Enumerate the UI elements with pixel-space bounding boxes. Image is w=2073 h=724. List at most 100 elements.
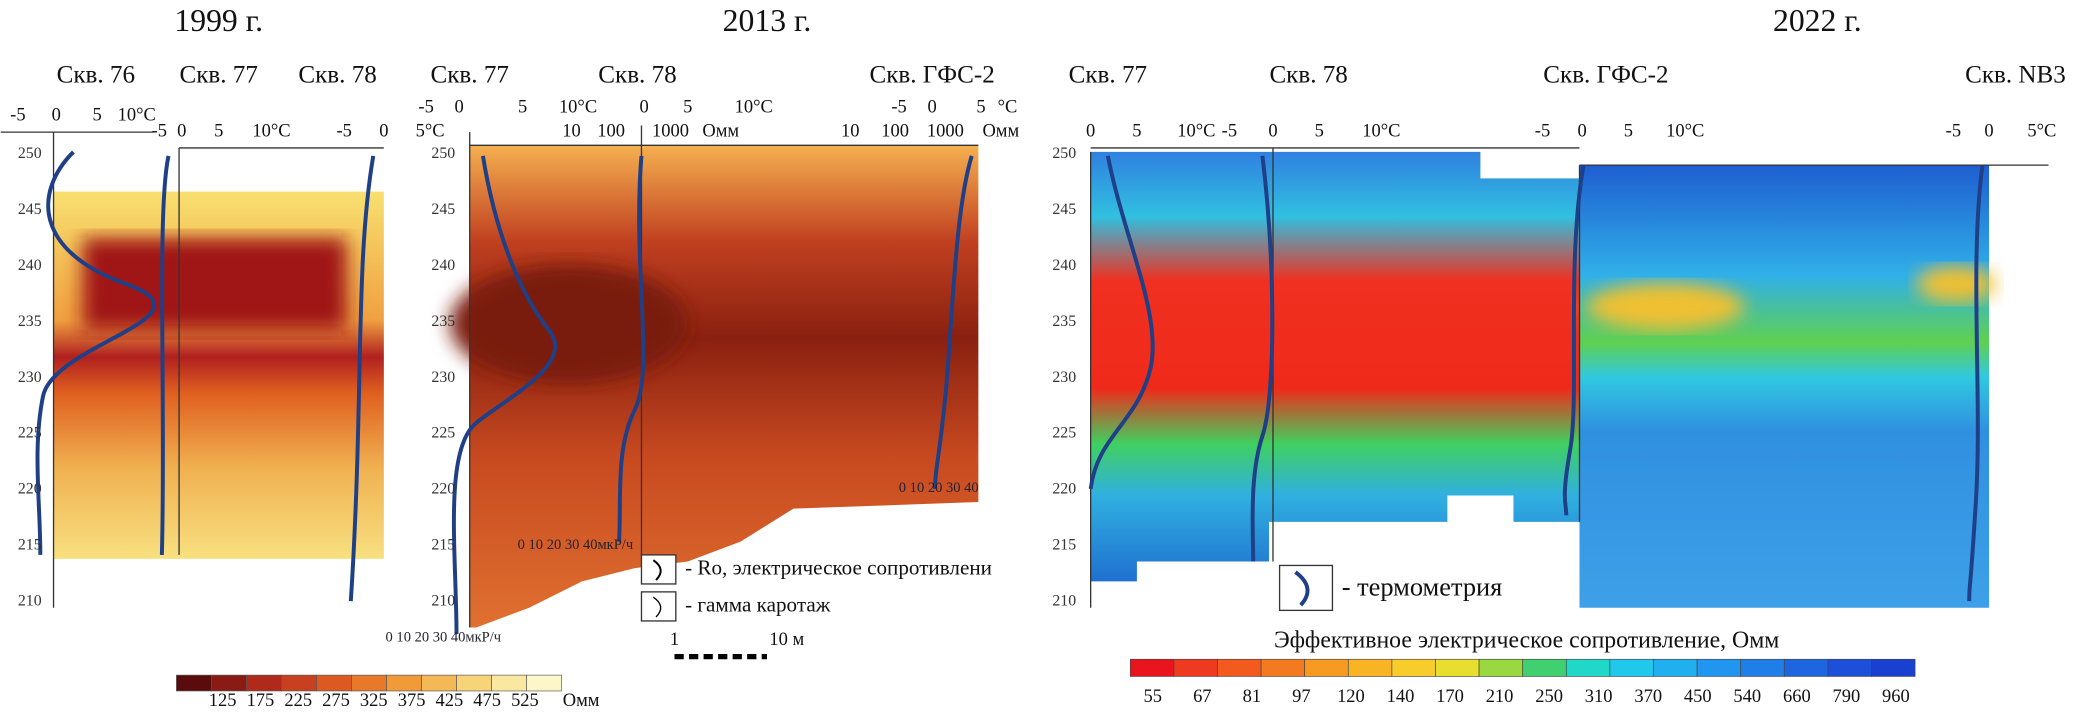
colorbar-label: 325 (360, 690, 388, 710)
axis-label: 0 (455, 97, 464, 117)
depth-tick: 230 (431, 369, 455, 386)
depth-tick: 250 (1052, 145, 1076, 162)
field-2013 (469, 145, 979, 628)
axis-label: -5 (10, 105, 25, 125)
colorbar-swatch (1173, 658, 1218, 677)
colorbar-swatch (491, 674, 527, 692)
gamma-axis: 0 10 20 30 40 (899, 480, 979, 496)
axis-label: 10°C (735, 97, 773, 117)
colorbar-swatch (386, 674, 422, 692)
axis-label: -5 (337, 120, 352, 140)
panel-year: 1999 г. (174, 3, 263, 38)
colorbar-swatch (176, 674, 212, 692)
depth-tick: 215 (431, 536, 455, 553)
colorbar-label: 370 (1634, 686, 1662, 706)
colorbar-swatch (351, 674, 387, 692)
axis-label: 10°C (1362, 120, 1400, 140)
field-2022-left (1090, 151, 1580, 582)
depth-tick: 225 (18, 425, 42, 442)
legend-label: - термометрия (1342, 571, 1503, 601)
colorbar-label: 210 (1486, 686, 1514, 706)
colorbar-swatch (1827, 658, 1872, 677)
axis-label: 100 (881, 120, 909, 140)
axis-label: 5 (214, 120, 223, 140)
colorbar-swatch (281, 674, 317, 692)
axis-label: 5 (518, 97, 527, 117)
colorbars (176, 658, 1916, 692)
depth-tick: 235 (1052, 313, 1076, 330)
axis-label: 1000 (927, 120, 964, 140)
well-label: Скв. 76 (57, 61, 135, 88)
colorbar-swatch (246, 674, 282, 692)
depth-tick: 235 (18, 313, 42, 330)
scale-label: 10 м (769, 629, 804, 649)
colorbar-swatch (1609, 658, 1654, 677)
legend-label: - Ro, электрическое сопротивлени (685, 555, 992, 579)
depth-tick: 210 (1052, 592, 1076, 609)
axis-label: 0 (177, 120, 186, 140)
well-label: Скв. 78 (598, 61, 676, 88)
axis-label: 0 (639, 97, 648, 117)
colorbar-swatch (1478, 658, 1524, 677)
colorbar-label: 450 (1684, 686, 1712, 706)
well-label: Скв. 77 (179, 61, 257, 88)
legend (640, 554, 1334, 660)
axis-label: -5 (891, 97, 906, 117)
axis-label: 5 (1132, 120, 1141, 140)
axis-label: Омм (982, 120, 1019, 140)
axis-label: -5 (418, 97, 433, 117)
colorbar-swatch (1217, 658, 1262, 677)
colorbar-title: Эффективное электрическое сопротивление,… (1274, 628, 1779, 654)
axis-label: 10°C (1177, 120, 1215, 140)
colorbar-label: 375 (398, 690, 426, 710)
colorbar-label: 960 (1882, 686, 1910, 706)
depth-tick: 220 (18, 481, 42, 498)
axis-label: -5 (1946, 120, 1961, 140)
well-label: Скв. ГФС-2 (1543, 61, 1668, 88)
colorbar-swatch (316, 674, 352, 692)
axis-label: -5 (1535, 120, 1550, 140)
colorbar-swatch (1696, 658, 1742, 677)
axis-label: 10 (841, 120, 859, 140)
depth-tick: 225 (431, 425, 455, 442)
colorbar-label: 525 (511, 690, 539, 710)
axis-label: 0 (1268, 120, 1277, 140)
colorbar-label: 120 (1337, 686, 1365, 706)
depth-tick: 230 (18, 369, 42, 386)
field-2022-right (1579, 165, 1990, 608)
colorbar-label: 790 (1833, 686, 1861, 706)
axis-label: 5 (976, 97, 985, 117)
depth-tick: 220 (431, 481, 455, 498)
colorbar-label: 140 (1387, 686, 1415, 706)
colorbar-swatch (526, 674, 562, 692)
colorbar-label: 275 (322, 690, 350, 710)
field-core (449, 264, 688, 384)
axis-label: 10°C (252, 120, 290, 140)
axis-label: 10°C (559, 97, 597, 117)
colorbar-swatch (1435, 658, 1480, 677)
well-label: Скв. 78 (298, 61, 376, 88)
panel-year: 2013 г. (723, 3, 812, 38)
depth-tick: 210 (18, 592, 42, 609)
axis-label: 0 (1578, 120, 1587, 140)
axis-label: 5 (1315, 120, 1324, 140)
well-label: Скв. 77 (1069, 61, 1147, 88)
well-label: Скв. NB3 (1965, 61, 2066, 88)
colorbar-label: 67 (1193, 686, 1211, 706)
colorbar-swatch (1129, 658, 1175, 677)
depth-tick: 220 (1052, 481, 1076, 498)
colorbar-label: 540 (1733, 686, 1761, 706)
colorbar-swatch (1391, 658, 1436, 677)
field-patch (1586, 282, 1745, 331)
colorbar-swatch (1304, 658, 1349, 677)
axis-label: 1000 (652, 120, 689, 140)
colorbar-label: 175 (247, 690, 275, 710)
depth-tick: 225 (1052, 425, 1076, 442)
colorbar-swatch (1565, 658, 1611, 677)
colorbar-label: 475 (473, 690, 501, 710)
axis-label: 5 (1624, 120, 1633, 140)
depth-tick: 230 (1052, 369, 1076, 386)
colorbar-swatch (1740, 658, 1785, 677)
colorbar-swatch (1522, 658, 1567, 677)
